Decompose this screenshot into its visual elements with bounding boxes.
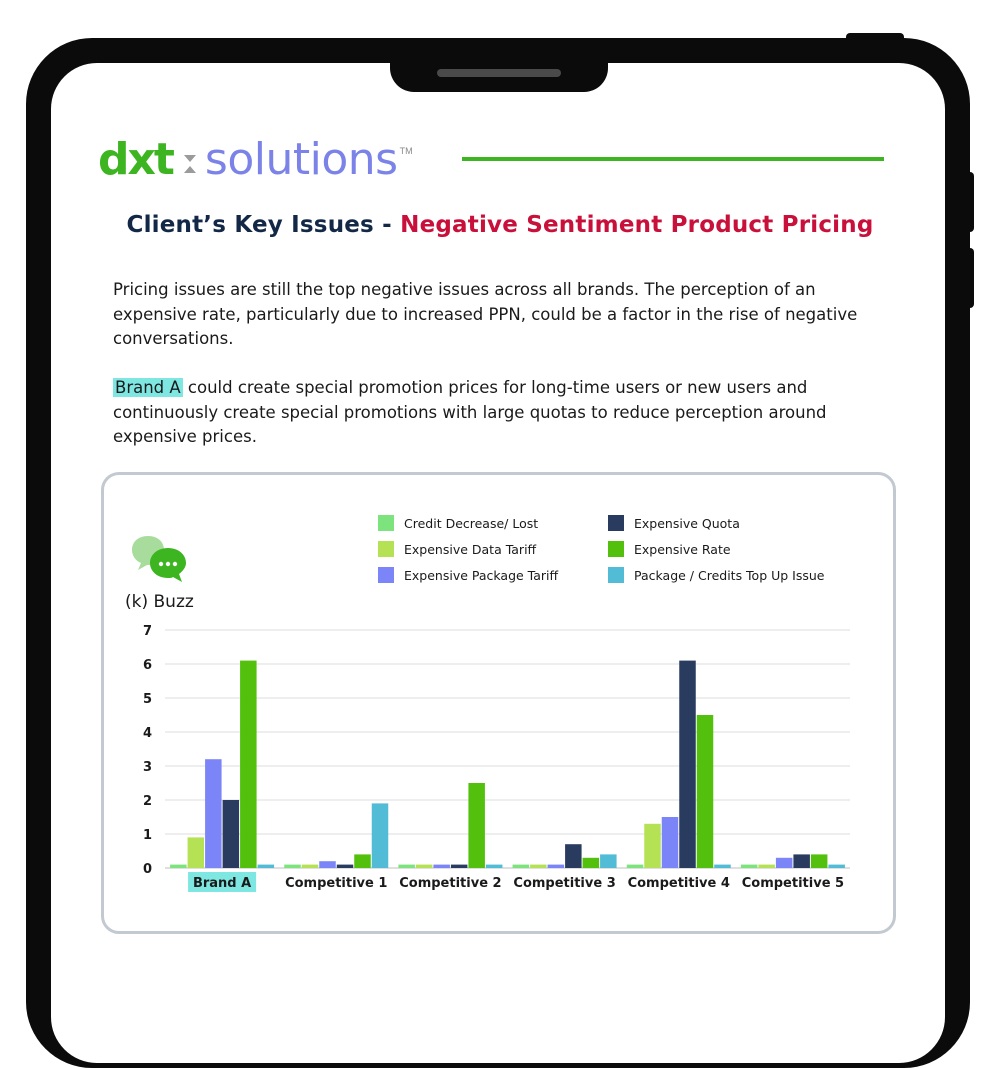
bar xyxy=(371,803,389,868)
logo-brand: dxt xyxy=(98,134,175,185)
bar xyxy=(468,783,485,868)
legend-item: Expensive Package Tariff xyxy=(378,567,558,583)
bar xyxy=(205,759,222,868)
legend-swatch xyxy=(608,515,624,531)
y-tick-label: 6 xyxy=(143,658,152,673)
legend-label: Expensive Package Tariff xyxy=(404,567,559,583)
logo-separator-icon xyxy=(183,146,197,182)
bar xyxy=(644,823,661,868)
legend-swatch xyxy=(378,567,394,583)
y-tick-label: 3 xyxy=(143,760,152,775)
legend-label: Expensive Quota xyxy=(634,515,740,531)
title-part-1: Client’s Key Issues - xyxy=(126,212,401,238)
logo-trademark: TM xyxy=(399,146,413,156)
brand-highlight: Brand A xyxy=(113,378,183,397)
bar xyxy=(170,864,187,868)
bar xyxy=(319,861,336,868)
x-tick-label: Brand A xyxy=(193,876,251,891)
paragraph-2-text: could create special promotion prices fo… xyxy=(113,378,827,446)
bar xyxy=(284,864,301,868)
bar-chart: 0 1 2 3 4 5 6 7 Brand A Competitive 1 Competitive … xyxy=(143,624,850,892)
bar xyxy=(600,854,617,868)
bar xyxy=(714,864,731,868)
bar xyxy=(240,660,257,868)
legend-item: Expensive Data Tariff xyxy=(378,541,536,557)
y-tick-label: 4 xyxy=(143,726,152,741)
category-highlight xyxy=(188,872,257,892)
bar xyxy=(257,864,275,868)
bar xyxy=(758,864,775,868)
y-tick-label: 0 xyxy=(143,862,152,877)
title-part-2: Negative Sentiment Product Pricing xyxy=(400,212,874,238)
bar xyxy=(187,837,205,868)
phone-side-button xyxy=(966,248,974,308)
y-tick-label: 5 xyxy=(143,692,152,707)
legend-label: Expensive Rate xyxy=(634,541,731,557)
legend-label: Expensive Data Tariff xyxy=(404,541,537,557)
bar xyxy=(565,844,582,868)
bar xyxy=(398,864,415,868)
bar xyxy=(433,864,450,868)
bar xyxy=(679,660,696,868)
legend-label: Package / Credits Top Up Issue xyxy=(634,567,825,583)
y-tick-label: 1 xyxy=(143,828,152,843)
logo-product: solutions xyxy=(204,134,398,185)
legend-swatch xyxy=(378,515,394,531)
bar xyxy=(301,864,319,868)
legend-item: Expensive Quota xyxy=(608,515,740,531)
x-tick-label: Competitive 5 xyxy=(742,876,844,891)
bar xyxy=(793,854,810,868)
bar xyxy=(547,864,565,868)
y-tick-label: 2 xyxy=(143,794,152,809)
bar xyxy=(415,864,433,868)
phone-side-button xyxy=(966,172,974,232)
legend-label: Credit Decrease/ Lost xyxy=(404,515,539,531)
bar xyxy=(626,864,644,868)
legend-swatch xyxy=(608,541,624,557)
bar xyxy=(512,864,530,868)
x-tick-label: Competitive 4 xyxy=(628,876,730,891)
bar xyxy=(696,715,714,868)
legend-item: Credit Decrease/ Lost xyxy=(378,515,538,531)
legend-swatch xyxy=(608,567,624,583)
x-tick-label: Competitive 2 xyxy=(399,876,501,891)
x-tick-label: Competitive 1 xyxy=(285,876,387,891)
x-tick-label: Competitive 3 xyxy=(513,876,615,891)
y-tick-label: 7 xyxy=(143,624,152,639)
bar xyxy=(336,864,354,868)
bar xyxy=(354,854,371,868)
paragraph-1: Pricing issues are still the top negativ… xyxy=(113,280,858,348)
y-axis-label: (k) Buzz xyxy=(125,592,194,612)
company-logo: dxt solutions TM xyxy=(98,134,413,186)
phone-speaker xyxy=(437,69,561,77)
bar xyxy=(450,864,468,868)
bar xyxy=(222,800,240,868)
bar xyxy=(582,857,600,868)
bar xyxy=(810,854,828,868)
page-title: Client’s Key Issues - Negative Sentiment… xyxy=(0,212,1000,238)
legend-swatch xyxy=(378,541,394,557)
chat-bubbles-icon xyxy=(130,534,188,582)
legend-item: Expensive Rate xyxy=(608,541,731,557)
bar xyxy=(485,864,503,868)
bar xyxy=(828,864,845,868)
legend-item: Package / Credits Top Up Issue xyxy=(608,567,825,583)
bar xyxy=(530,864,547,868)
header-divider xyxy=(462,157,884,161)
bar xyxy=(775,857,793,868)
phone-top-button xyxy=(846,33,904,41)
bar xyxy=(740,864,758,868)
bar xyxy=(661,817,679,868)
paragraph-2: Brand A could create special promotion p… xyxy=(113,376,903,450)
